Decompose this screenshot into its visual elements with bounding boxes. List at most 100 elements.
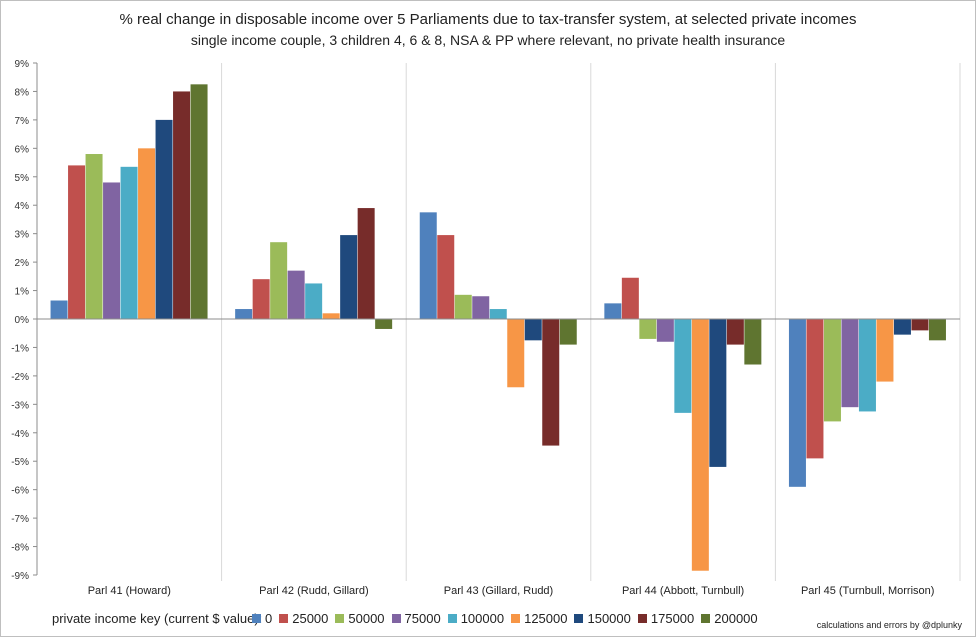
legend-swatch bbox=[511, 614, 521, 623]
legend-swatch bbox=[701, 614, 711, 623]
y-tick-label: 4% bbox=[15, 201, 30, 212]
bar bbox=[419, 212, 437, 319]
y-tick-label: -3% bbox=[11, 400, 29, 411]
legend-swatch bbox=[447, 614, 457, 623]
bar bbox=[911, 319, 929, 331]
y-tick-label: 9% bbox=[15, 59, 30, 70]
x-category-label: Parl 44 (Abbott, Turnbull) bbox=[622, 585, 744, 597]
bar bbox=[68, 165, 86, 319]
bar bbox=[357, 208, 375, 319]
bar bbox=[691, 319, 709, 571]
bar bbox=[639, 319, 657, 339]
legend-title: private income key (current $ value): bbox=[52, 611, 263, 626]
bar bbox=[138, 148, 156, 319]
legend-label: 75000 bbox=[404, 611, 441, 626]
bar bbox=[709, 319, 727, 467]
bar bbox=[893, 319, 911, 335]
legend-item: 100000 bbox=[447, 611, 505, 626]
y-tick-label: 8% bbox=[15, 87, 30, 98]
bar bbox=[788, 319, 806, 487]
chart-subtitle: single income couple, 3 children 4, 6 & … bbox=[190, 32, 786, 48]
bar bbox=[524, 319, 542, 341]
legend-item: 150000 bbox=[574, 611, 631, 626]
legend-label: 200000 bbox=[714, 611, 758, 626]
legend: 0 25000 50000 75000 100000 125000 150000 175000… bbox=[252, 611, 765, 626]
chart-title: % real change in disposable income over … bbox=[119, 11, 857, 28]
legend-item: 0 bbox=[252, 611, 272, 626]
bar bbox=[103, 182, 121, 319]
bar bbox=[322, 313, 340, 319]
bar bbox=[928, 319, 946, 341]
bar bbox=[340, 235, 358, 319]
legend-item: 50000 bbox=[335, 611, 385, 626]
bar bbox=[235, 309, 253, 319]
bar bbox=[50, 300, 68, 319]
y-tick-label: -6% bbox=[11, 486, 29, 497]
bar bbox=[806, 319, 824, 459]
legend-swatch bbox=[391, 614, 401, 623]
bar bbox=[120, 166, 138, 319]
bar bbox=[621, 277, 639, 319]
y-tick-label: -1% bbox=[11, 343, 29, 354]
x-category-label: Parl 43 (Gillard, Rudd) bbox=[444, 585, 553, 597]
credit-text: calculations and errors by @dplunky bbox=[816, 620, 962, 630]
bar bbox=[190, 84, 208, 319]
bar bbox=[507, 319, 525, 388]
y-tick-label: -2% bbox=[11, 372, 29, 383]
y-tick-label: -8% bbox=[11, 543, 29, 554]
bar bbox=[472, 296, 490, 319]
legend-label: 175000 bbox=[650, 611, 695, 626]
bar bbox=[454, 294, 472, 319]
y-tick-label: -5% bbox=[11, 457, 29, 468]
y-tick-label: 7% bbox=[15, 116, 30, 127]
bar bbox=[841, 319, 859, 408]
bar bbox=[604, 303, 622, 319]
bar bbox=[876, 319, 894, 382]
legend-swatch bbox=[335, 614, 345, 623]
bar bbox=[270, 242, 288, 319]
x-category-label: Parl 42 (Rudd, Gillard) bbox=[259, 585, 368, 597]
bar bbox=[744, 319, 762, 365]
bar bbox=[287, 270, 305, 319]
legend-label: 100000 bbox=[460, 611, 505, 626]
legend-label: 150000 bbox=[587, 611, 631, 626]
legend-label: 125000 bbox=[524, 611, 568, 626]
bar bbox=[437, 235, 455, 319]
bar bbox=[85, 154, 103, 319]
y-tick-label: 3% bbox=[15, 230, 30, 241]
y-tick-label: 1% bbox=[15, 287, 30, 298]
bar bbox=[726, 319, 744, 345]
x-category-label: Parl 41 (Howard) bbox=[88, 585, 171, 597]
bar bbox=[155, 119, 173, 319]
y-tick-label: -9% bbox=[11, 571, 29, 582]
y-tick-label: 2% bbox=[15, 258, 30, 269]
legend-item: 200000 bbox=[701, 611, 758, 626]
bar bbox=[489, 309, 507, 319]
bar bbox=[305, 283, 323, 319]
legend-swatch bbox=[279, 614, 289, 623]
bar bbox=[252, 279, 270, 319]
legend-label: 50000 bbox=[348, 611, 385, 626]
bar bbox=[542, 319, 560, 446]
y-tick-label: 5% bbox=[15, 173, 30, 184]
legend-item: 75000 bbox=[391, 611, 441, 626]
legend-label: 0 bbox=[265, 611, 273, 626]
bar bbox=[173, 91, 191, 319]
bar bbox=[823, 319, 841, 422]
bar bbox=[656, 319, 674, 342]
bar bbox=[858, 319, 876, 412]
y-tick-label: 6% bbox=[15, 144, 30, 155]
legend-swatch bbox=[637, 614, 647, 623]
y-tick-label: 0% bbox=[15, 315, 30, 326]
legend-item: 125000 bbox=[511, 611, 567, 626]
y-tick-label: -7% bbox=[11, 514, 29, 525]
x-category-label: Parl 45 (Turnbull, Morrison) bbox=[801, 585, 934, 597]
bar bbox=[559, 319, 577, 345]
legend-swatch bbox=[574, 614, 584, 623]
y-tick-label: -4% bbox=[11, 429, 29, 440]
legend-swatch bbox=[252, 614, 261, 623]
bar bbox=[674, 319, 692, 413]
legend-item: 25000 bbox=[279, 611, 328, 626]
legend-item: 175000 bbox=[637, 611, 695, 626]
